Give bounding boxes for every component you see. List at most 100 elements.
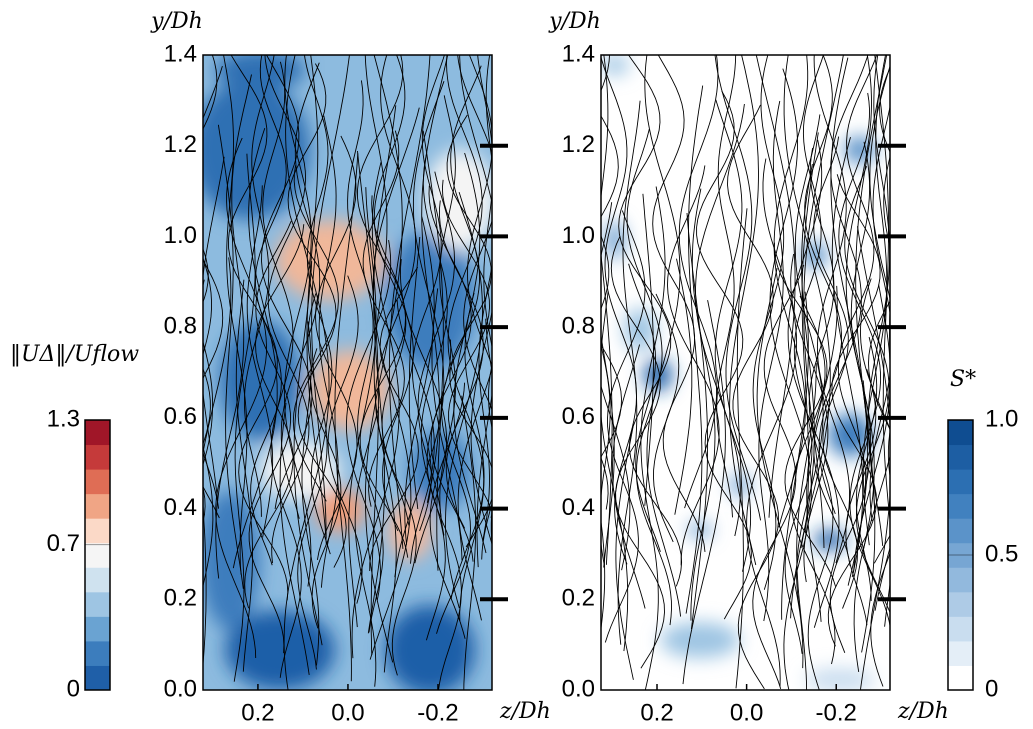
streamline bbox=[678, 55, 719, 509]
streamline bbox=[244, 224, 305, 609]
streamline bbox=[232, 127, 278, 569]
contour-blob bbox=[310, 350, 390, 430]
streamline bbox=[457, 367, 492, 621]
streamline bbox=[889, 300, 890, 375]
streamline bbox=[853, 284, 890, 573]
streamline bbox=[283, 55, 330, 690]
streamline bbox=[292, 165, 339, 502]
colorbar-band bbox=[85, 420, 110, 446]
streamline bbox=[301, 321, 320, 666]
streamline bbox=[279, 402, 310, 675]
streamline bbox=[420, 152, 448, 641]
streamline bbox=[461, 395, 477, 690]
streamline bbox=[217, 124, 244, 589]
streamline bbox=[838, 92, 890, 629]
streamline bbox=[601, 343, 611, 565]
streamline bbox=[861, 380, 876, 653]
x-tick-label: 0.2 bbox=[640, 699, 673, 726]
streamline bbox=[248, 220, 292, 654]
streamline bbox=[428, 185, 474, 562]
colorbar-band bbox=[85, 640, 110, 666]
colorbar-frame bbox=[84, 419, 111, 691]
contour-blob bbox=[225, 610, 335, 690]
contour-blob bbox=[203, 80, 310, 220]
streamline bbox=[293, 261, 323, 646]
colorbar-frame bbox=[947, 419, 974, 691]
y-axis-label: y/Dh bbox=[548, 9, 601, 34]
streamline bbox=[781, 291, 809, 620]
streamline bbox=[445, 191, 483, 609]
streamline bbox=[601, 55, 615, 568]
streamline bbox=[855, 336, 878, 602]
streamline bbox=[357, 150, 379, 656]
contour-blob bbox=[660, 622, 740, 658]
streamline bbox=[233, 153, 256, 682]
colorbar-band bbox=[948, 591, 973, 617]
streamline bbox=[453, 152, 487, 554]
streamline bbox=[311, 55, 350, 539]
colorbar-tick-label: 0.5 bbox=[985, 540, 1018, 567]
y-tick-label: 0.2 bbox=[562, 585, 595, 612]
colorbar-band bbox=[85, 542, 110, 568]
x-tick-label: 0.0 bbox=[331, 699, 364, 726]
streamline bbox=[388, 55, 431, 549]
y-axis-label: y/Dh bbox=[150, 9, 203, 34]
plot-area bbox=[571, 0, 890, 690]
y-tick-label: 0.0 bbox=[164, 675, 197, 702]
streamline bbox=[408, 236, 421, 510]
streamline bbox=[804, 55, 851, 567]
x-axis-label: z/Dh bbox=[897, 699, 949, 724]
colorbar-tick-label: 0.7 bbox=[47, 530, 80, 557]
streamline bbox=[203, 256, 220, 509]
streamline bbox=[682, 300, 726, 685]
streamline bbox=[203, 257, 232, 456]
colorbar-band bbox=[85, 493, 110, 519]
colorbar-band bbox=[85, 616, 110, 642]
streamline bbox=[439, 95, 456, 536]
streamline bbox=[571, 0, 588, 523]
y-tick-label: 0.6 bbox=[562, 403, 595, 430]
streamline bbox=[727, 104, 779, 690]
colorbar-tick-label: 1.3 bbox=[47, 405, 80, 432]
streamline bbox=[652, 55, 706, 552]
streamline bbox=[610, 236, 665, 669]
colorbar-band bbox=[85, 665, 110, 691]
streamline bbox=[784, 55, 824, 654]
streamline bbox=[327, 275, 363, 604]
streamline bbox=[318, 115, 339, 588]
colorbar-band bbox=[948, 444, 973, 470]
streamline bbox=[362, 130, 405, 507]
streamline bbox=[628, 263, 661, 552]
streamline bbox=[790, 295, 836, 665]
contour-blob bbox=[203, 490, 260, 630]
streamline bbox=[796, 363, 817, 690]
streamline bbox=[869, 104, 890, 522]
colorbar-band bbox=[948, 640, 973, 666]
streamline bbox=[374, 55, 417, 526]
streamline bbox=[306, 55, 327, 545]
contour-blob bbox=[388, 500, 432, 560]
contour-blob bbox=[385, 605, 475, 690]
streamline bbox=[686, 212, 709, 630]
streamline bbox=[827, 174, 881, 647]
streamline bbox=[601, 115, 622, 458]
streamline bbox=[429, 382, 466, 639]
streamline bbox=[364, 55, 397, 673]
streamline bbox=[626, 128, 672, 626]
streamline bbox=[203, 248, 209, 524]
streamline bbox=[618, 55, 683, 587]
streamline bbox=[411, 55, 445, 532]
streamline bbox=[367, 105, 397, 634]
contour-blob bbox=[828, 413, 872, 457]
x-tick-label: -0.2 bbox=[816, 699, 857, 726]
streamline bbox=[716, 55, 737, 518]
streamline bbox=[215, 137, 267, 659]
colorbar-band bbox=[948, 616, 973, 642]
streamline bbox=[831, 136, 864, 578]
streamline bbox=[714, 99, 752, 572]
streamline bbox=[436, 65, 482, 634]
streamline bbox=[347, 80, 384, 633]
y-tick-label: 0.8 bbox=[164, 312, 197, 339]
streamline bbox=[773, 242, 837, 587]
streamline bbox=[516, 0, 544, 529]
